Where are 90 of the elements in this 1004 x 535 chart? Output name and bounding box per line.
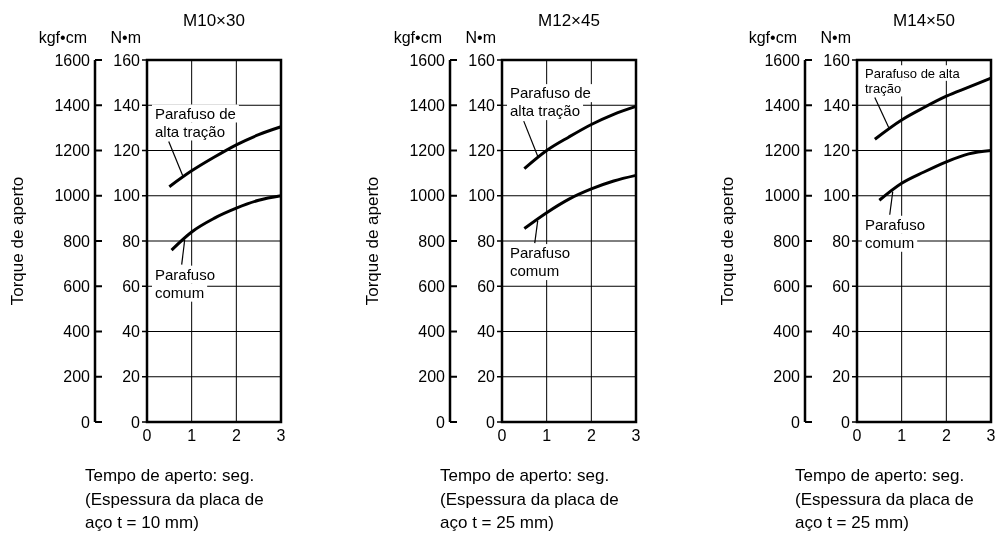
y-tick-label: 200 xyxy=(773,368,801,386)
y-tick-label: 1000 xyxy=(54,187,91,205)
y2-tick-label: 60 xyxy=(832,277,851,295)
legend-label: Parafuso comum xyxy=(155,265,216,301)
y-tick-label: 1600 xyxy=(54,51,91,69)
chart-title: M12×45 xyxy=(538,11,600,30)
x-tick-label: 2 xyxy=(586,427,596,444)
x-tick-label: 3 xyxy=(276,427,286,444)
y2-tick-label: 40 xyxy=(832,323,851,341)
y2-tick-label: 140 xyxy=(113,96,141,114)
x-tick-label: 0 xyxy=(142,427,152,444)
y2-tick-label: 120 xyxy=(468,142,496,160)
y-axis-title: Torque de aperto xyxy=(362,176,382,306)
y-tick-label: 1200 xyxy=(764,142,801,160)
y2-tick-label: 80 xyxy=(477,232,496,250)
y-tick-label: 400 xyxy=(773,323,801,341)
x-axis-title: Tempo de aperto: seg. xyxy=(440,466,610,485)
y2-tick-label: 100 xyxy=(113,187,141,205)
y-tick-label: 1200 xyxy=(409,142,446,160)
y2-tick-label: 60 xyxy=(477,277,496,295)
y2-tick-label: 80 xyxy=(122,232,141,250)
x-tick-label: 3 xyxy=(631,427,641,444)
y-tick-label: 1600 xyxy=(409,51,446,69)
y2-tick-label: 120 xyxy=(823,142,851,160)
y-tick-label: 0 xyxy=(81,413,91,431)
x-tick-label: 3 xyxy=(986,427,996,444)
y2-tick-label: 140 xyxy=(468,96,496,114)
text: N•m xyxy=(110,29,141,46)
text: (Espessura da placa de aço t = 25 mm) xyxy=(440,490,619,532)
y2-tick-label: 0 xyxy=(841,413,851,431)
y-tick-label: 1000 xyxy=(764,187,801,205)
y-tick-label: 0 xyxy=(436,413,446,431)
y2-tick-label: 20 xyxy=(477,368,496,386)
y-tick-label: 1400 xyxy=(409,96,446,114)
legend-label: Parafuso comum xyxy=(510,244,571,280)
y-tick-label: 800 xyxy=(63,232,91,250)
y2-tick-label: 40 xyxy=(122,323,141,341)
y-tick-label: 200 xyxy=(63,368,91,386)
y2-tick-label: 160 xyxy=(113,51,141,69)
y-tick-label: 400 xyxy=(63,323,91,341)
x-tick-label: 0 xyxy=(497,427,507,444)
y2-tick-label: 160 xyxy=(468,51,496,69)
chart-title: M10×30 xyxy=(183,11,245,30)
y2-tick-label: 100 xyxy=(823,187,851,205)
text: N•m xyxy=(820,29,851,46)
text: kgf•cm xyxy=(38,29,87,46)
y-tick-label: 600 xyxy=(63,277,91,295)
text: (Espessura da placa de aço t = 10 mm) xyxy=(85,490,264,532)
y2-tick-label: 140 xyxy=(823,96,851,114)
y-tick-label: 1400 xyxy=(54,96,91,114)
x-tick-label: 1 xyxy=(187,427,197,444)
y-tick-label: 800 xyxy=(773,232,801,250)
y-axis-title: Torque de aperto xyxy=(717,176,737,306)
y2-tick-label: 80 xyxy=(832,232,851,250)
y-tick-label: 800 xyxy=(418,232,446,250)
x-tick-label: 0 xyxy=(852,427,862,444)
y-tick-label: 600 xyxy=(773,277,801,295)
x-axis-title: Tempo de aperto: seg. xyxy=(795,466,965,485)
x-tick-label: 1 xyxy=(542,427,552,444)
series-label: Parafuso de alta tração xyxy=(510,84,591,120)
text: kgf•cm xyxy=(748,29,797,46)
series-label: Parafuso de alta tração xyxy=(865,65,961,97)
y-axis-title: Torque de aperto xyxy=(7,176,27,306)
y-tick-label: 600 xyxy=(418,277,446,295)
y2-tick-label: 120 xyxy=(113,142,141,160)
y-tick-label: 0 xyxy=(791,413,801,431)
x-tick-label: 2 xyxy=(941,427,951,444)
y-tick-label: 1200 xyxy=(54,142,91,160)
y2-tick-label: 0 xyxy=(486,413,496,431)
series-label: Parafuso de alta tração xyxy=(155,104,236,140)
text: (Espessura da placa de aço t = 25 mm) xyxy=(795,490,974,532)
y2-tick-label: 0 xyxy=(131,413,141,431)
y-tick-label: 400 xyxy=(418,323,446,341)
y2-tick-label: 100 xyxy=(468,187,496,205)
y2-tick-label: 40 xyxy=(477,323,496,341)
y-tick-label: 1600 xyxy=(764,51,801,69)
y-tick-label: 1400 xyxy=(764,96,801,114)
y2-tick-label: 20 xyxy=(832,368,851,386)
x-tick-label: 1 xyxy=(897,427,907,444)
y-tick-label: 1000 xyxy=(409,187,446,205)
y2-tick-label: 160 xyxy=(823,51,851,69)
x-axis-title: Tempo de aperto: seg. xyxy=(85,466,255,485)
x-tick-label: 2 xyxy=(231,427,241,444)
text: kgf•cm xyxy=(393,29,442,46)
text: N•m xyxy=(465,29,496,46)
legend-label: Parafuso comum xyxy=(865,216,926,252)
y2-tick-label: 20 xyxy=(122,368,141,386)
y2-tick-label: 60 xyxy=(122,277,141,295)
chart-title: M14×50 xyxy=(893,11,955,30)
y-tick-label: 200 xyxy=(418,368,446,386)
